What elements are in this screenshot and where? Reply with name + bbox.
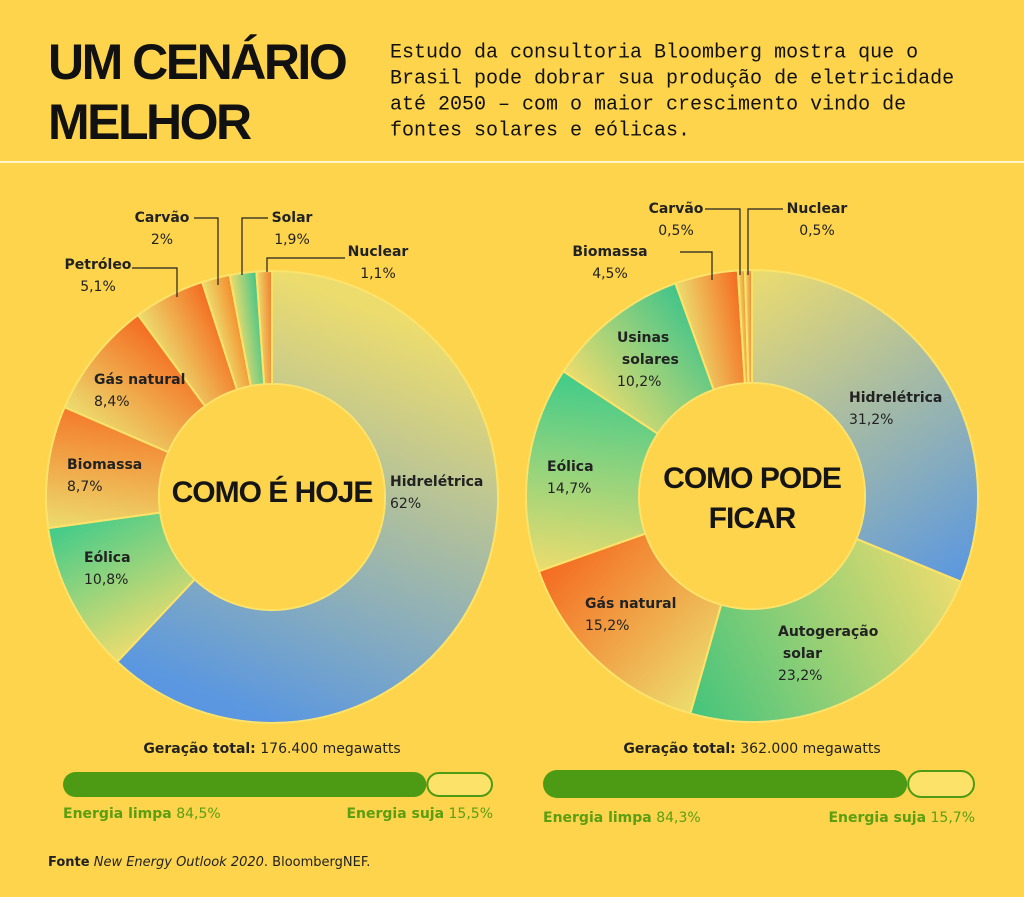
slice-value-label: 0,5% — [658, 223, 694, 239]
dirty-energy-bar — [907, 770, 976, 798]
center-label: COMO PODE — [663, 462, 841, 495]
description-line: fontes solares e eólicas. — [390, 119, 690, 142]
center-label: COMO É HOJE — [172, 475, 373, 509]
leader-line — [705, 208, 741, 275]
slice-label: Biomassa — [67, 457, 142, 473]
energy-value: 84,3% — [656, 810, 700, 826]
slice-value-label: 8,7% — [67, 479, 103, 495]
leader-line — [747, 208, 783, 275]
slice-value-label: 23,2% — [778, 668, 822, 684]
source-title: New Energy Outlook 2020 — [94, 855, 264, 870]
total-value: 362.000 megawatts — [740, 741, 880, 757]
total-value: 176.400 megawatts — [260, 741, 400, 757]
slice-label: Eólica — [84, 550, 131, 566]
title-line: UM CENÁRIO — [48, 34, 346, 90]
description-line: Brasil pode dobrar sua produção de eletr… — [390, 67, 954, 90]
slice-value-label: 31,2% — [849, 412, 893, 428]
energy-label: Energia limpa 84,3% — [543, 810, 701, 826]
donut-hole — [640, 384, 864, 608]
energy-label: Energia suja 15,5% — [346, 806, 493, 822]
donut-slice — [537, 532, 723, 715]
slice-label: Petróleo — [65, 257, 132, 273]
description-line: até 2050 – com o maior crescimento vindo… — [390, 93, 906, 116]
slice-label: Nuclear — [348, 244, 409, 260]
slice-label: Biomassa — [572, 244, 647, 260]
clean-energy-bar — [63, 772, 427, 797]
energy-label: Energia limpa 84,5% — [63, 806, 221, 822]
donut-slice — [525, 369, 660, 573]
energy-label: Energia suja 15,7% — [828, 810, 975, 826]
energy-name: Energia limpa — [63, 806, 172, 822]
energy-name: Energia limpa — [543, 810, 652, 826]
total: Geração total: 176.400 megawatts — [143, 741, 400, 757]
leader-line — [241, 217, 268, 275]
source-label: Fonte — [48, 855, 90, 870]
slice-value-label: 15,2% — [585, 618, 629, 634]
donut-hole — [160, 385, 384, 609]
title-line: MELHOR — [48, 94, 252, 150]
dirty-energy-bar — [426, 772, 494, 797]
leader-line — [194, 217, 219, 285]
slice-value-label: 2% — [151, 232, 173, 248]
slice-value-label: 14,7% — [547, 481, 591, 497]
slice-value-label: 1,1% — [360, 266, 396, 282]
slice-value-label: 62% — [390, 496, 421, 512]
total-label: Geração total: — [623, 741, 735, 757]
slice-value-label: 8,4% — [94, 394, 130, 410]
energy-value: 84,5% — [176, 806, 220, 822]
clean-energy-bar — [543, 770, 908, 798]
description-line: Estudo da consultoria Bloomberg mostra q… — [390, 41, 918, 64]
slice-value-label: 1,9% — [274, 232, 310, 248]
slice-label: Autogeração solar — [778, 624, 879, 662]
slice-value-label: 10,8% — [84, 572, 128, 588]
donut-slice — [689, 537, 963, 723]
total-label: Geração total: — [143, 741, 255, 757]
energy-name: Energia suja — [828, 810, 926, 826]
slice-label: Gás natural — [94, 372, 185, 388]
leader-line — [132, 267, 178, 297]
leader-line — [266, 257, 345, 272]
slice-label: Gás natural — [585, 596, 676, 612]
source: Fonte New Energy Outlook 2020. Bloomberg… — [48, 855, 370, 870]
leader-line — [680, 251, 713, 280]
slice-label: Solar — [272, 210, 313, 226]
slice-label: Eólica — [547, 459, 594, 475]
slice-label: Carvão — [135, 210, 190, 226]
slice-label: Nuclear — [787, 201, 848, 217]
source-publisher: . BloombergNEF. — [264, 855, 370, 870]
donut-slice — [751, 268, 979, 584]
donut-slice — [115, 269, 499, 724]
slice-label: Hidrelétrica — [390, 474, 483, 490]
slice-value-label: 4,5% — [592, 266, 628, 282]
energy-value: 15,7% — [931, 810, 975, 826]
center-label: FICAR — [709, 502, 797, 535]
slice-value-label: 0,5% — [799, 223, 835, 239]
slice-label: Usinas solares — [617, 330, 679, 368]
energy-name: Energia suja — [346, 806, 444, 822]
slice-value-label: 10,2% — [617, 374, 661, 390]
slice-value-label: 5,1% — [80, 279, 116, 295]
slice-label: Carvão — [649, 201, 704, 217]
energy-value: 15,5% — [449, 806, 493, 822]
donut-slice — [255, 269, 273, 386]
total: Geração total: 362.000 megawatts — [623, 741, 880, 757]
slice-label: Hidrelétrica — [849, 390, 942, 406]
donut-slice — [743, 268, 753, 385]
